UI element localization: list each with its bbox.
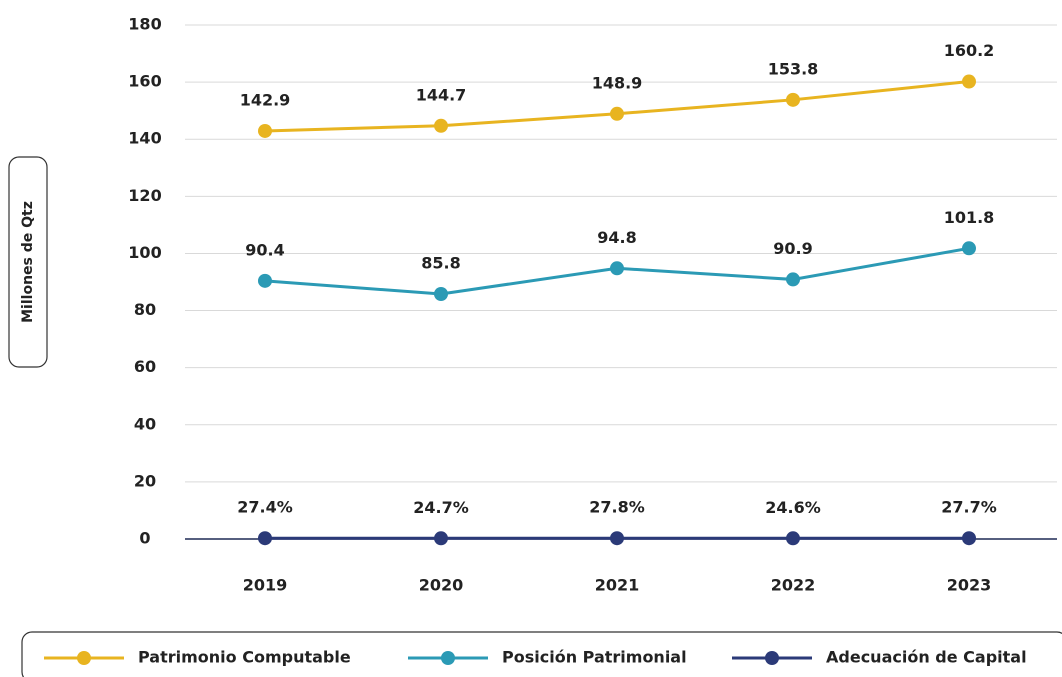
data-label: 101.8 bbox=[944, 208, 995, 227]
y-tick-label: 0 bbox=[139, 529, 150, 548]
data-point bbox=[434, 118, 448, 133]
data-label: 90.9 bbox=[773, 239, 812, 258]
x-tick-label: 2021 bbox=[595, 576, 640, 595]
data-point bbox=[786, 272, 800, 287]
y-axis-label: Millones de Qtz bbox=[20, 201, 36, 323]
legend-box bbox=[21, 631, 1062, 677]
data-point bbox=[258, 123, 272, 138]
data-label: 148.9 bbox=[592, 73, 643, 92]
data-point bbox=[962, 531, 976, 546]
data-label: 85.8 bbox=[421, 253, 460, 272]
legend-label: Posición Patrimonial bbox=[502, 648, 687, 667]
legend-dot bbox=[77, 651, 91, 665]
data-label: 90.4 bbox=[245, 240, 284, 259]
data-point bbox=[786, 92, 800, 107]
y-label-box bbox=[8, 156, 48, 368]
data-label: 24.7% bbox=[413, 498, 469, 517]
legend-label: Patrimonio Computable bbox=[138, 648, 351, 667]
y-tick-label: 60 bbox=[134, 357, 156, 376]
y-tick-label: 20 bbox=[134, 471, 156, 490]
data-point bbox=[962, 241, 976, 256]
data-label: 144.7 bbox=[416, 85, 467, 104]
data-label: 27.7% bbox=[941, 498, 997, 517]
data-label: 27.4% bbox=[237, 498, 293, 517]
x-tick-label: 2020 bbox=[419, 576, 464, 595]
y-tick-label: 140 bbox=[128, 129, 161, 148]
x-tick-label: 2022 bbox=[771, 576, 816, 595]
data-point bbox=[258, 273, 272, 288]
data-label: 142.9 bbox=[240, 90, 291, 109]
data-point bbox=[962, 74, 976, 89]
x-tick-label: 2023 bbox=[947, 576, 992, 595]
data-point bbox=[258, 531, 272, 546]
data-label: 160.2 bbox=[944, 41, 995, 60]
legend-label: Adecuación de Capital bbox=[826, 648, 1027, 667]
y-tick-label: 120 bbox=[128, 186, 161, 205]
data-label: 94.8 bbox=[597, 228, 636, 247]
data-label: 27.8% bbox=[589, 498, 645, 517]
y-tick-label: 80 bbox=[134, 300, 156, 319]
y-tick-label: 180 bbox=[128, 15, 161, 34]
x-tick-label: 2019 bbox=[243, 576, 288, 595]
y-tick-label: 100 bbox=[128, 243, 161, 262]
data-point bbox=[434, 531, 448, 546]
legend-dot bbox=[441, 651, 455, 665]
y-tick-label: 160 bbox=[128, 72, 161, 91]
data-point bbox=[610, 531, 624, 546]
data-point bbox=[610, 106, 624, 121]
legend-dot bbox=[765, 651, 779, 665]
data-point bbox=[610, 261, 624, 276]
data-label: 153.8 bbox=[768, 59, 819, 78]
y-tick-label: 40 bbox=[134, 414, 156, 433]
data-point bbox=[434, 286, 448, 301]
data-point bbox=[786, 531, 800, 546]
data-label: 24.6% bbox=[765, 498, 821, 517]
